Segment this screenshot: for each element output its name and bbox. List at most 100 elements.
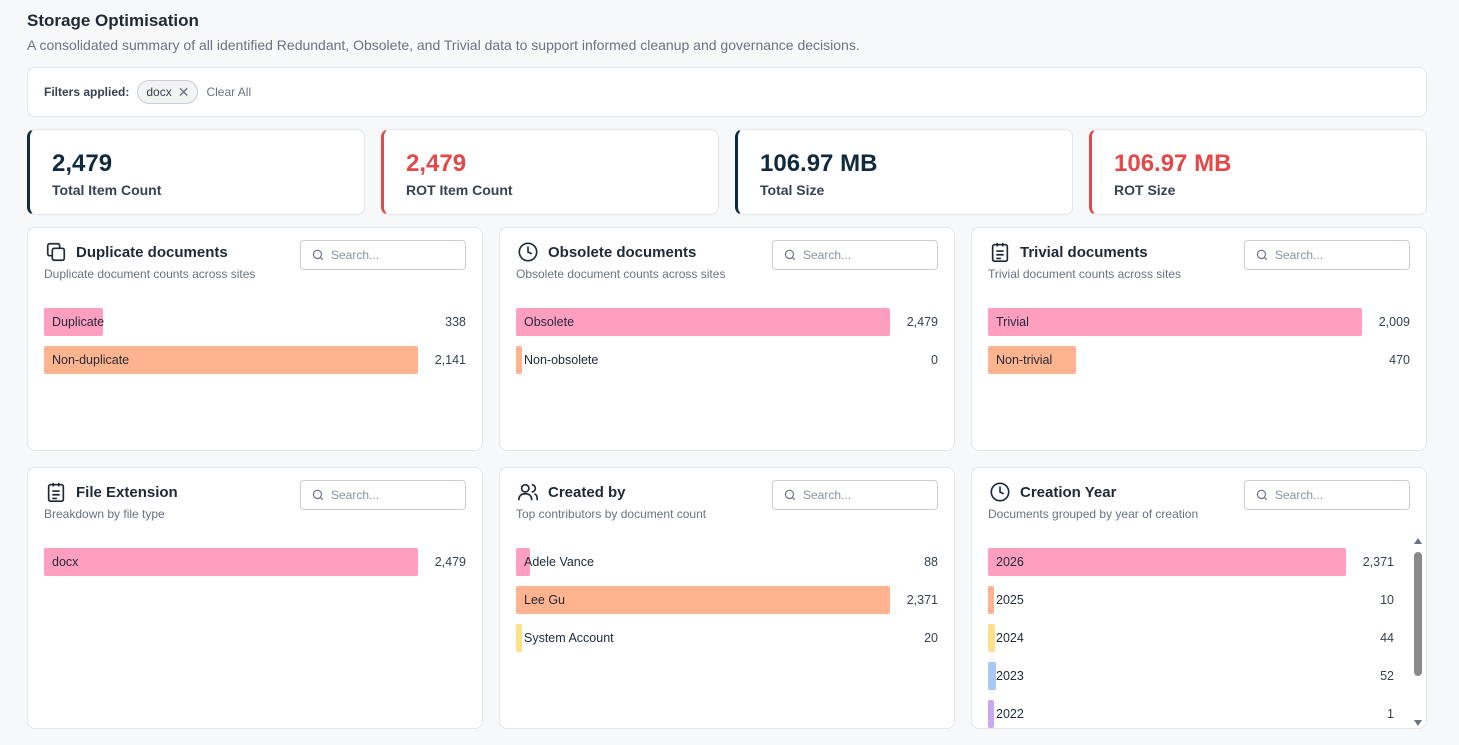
scroll-up-icon[interactable]: [1414, 538, 1422, 544]
filter-chip-docx[interactable]: docx ✕: [137, 80, 199, 104]
bar-count: 44: [1380, 631, 1394, 645]
search-input[interactable]: [803, 488, 923, 502]
search-field[interactable]: [772, 480, 938, 510]
bar-fill: [988, 662, 996, 690]
bar-row[interactable]: Duplicate 338: [44, 308, 466, 336]
kpi-rot-size: 106.97 MB ROT Size: [1089, 129, 1427, 215]
bar-list: 2026 2,371 2025 10 2024 44 2023 52 2022 1: [988, 548, 1394, 728]
kpi-value: 106.97 MB: [760, 150, 878, 177]
bar-row[interactable]: Obsolete 2,479: [516, 308, 938, 336]
bar-count: 2,009: [1378, 315, 1410, 329]
bar-row[interactable]: 2026 2,371: [988, 548, 1394, 576]
kpi-label: Total Item Count: [52, 182, 162, 198]
bar-count: 2,371: [906, 593, 938, 607]
kpi-total-item-count: 2,479 Total Item Count: [27, 129, 365, 215]
bar-count: 470: [1389, 353, 1410, 367]
bar-label: Obsolete: [524, 315, 575, 329]
bar-row[interactable]: 2022 1: [988, 700, 1394, 728]
bar-count: 2,479: [434, 555, 466, 569]
search-icon: [784, 489, 796, 501]
copy-icon: [44, 240, 68, 264]
kpi-value: 2,479: [406, 150, 467, 177]
bar-fill: [44, 548, 418, 576]
page-subtitle: A consolidated summary of all identified…: [27, 37, 860, 53]
search-input[interactable]: [331, 488, 451, 502]
filter-chip-label: docx: [146, 85, 172, 99]
scrollbar-thumb[interactable]: [1414, 552, 1422, 676]
kpi-label: ROT Item Count: [406, 182, 513, 198]
bar-label: Duplicate: [52, 315, 105, 329]
bar-count: 1: [1387, 707, 1394, 721]
card-creation-year: Creation Year Documents grouped by year …: [971, 467, 1427, 729]
card-created-by: Created by Top contributors by document …: [499, 467, 955, 729]
bar-row[interactable]: Trivial 2,009: [988, 308, 1410, 336]
bar-count: 2,479: [906, 315, 938, 329]
bar-fill: [44, 308, 104, 336]
search-input[interactable]: [331, 248, 451, 262]
bar-list: Trivial 2,009 Non-trivial 470: [988, 308, 1410, 384]
bar-count: 88: [924, 555, 938, 569]
close-icon[interactable]: ✕: [177, 84, 190, 100]
bar-row[interactable]: docx 2,479: [44, 548, 466, 576]
card-duplicate-documents: Duplicate documents Duplicate document c…: [27, 227, 483, 451]
search-input[interactable]: [1275, 488, 1395, 502]
bar-label: Non-duplicate: [52, 353, 130, 367]
search-field[interactable]: [1244, 240, 1410, 270]
bar-label: 2024: [996, 631, 1024, 645]
bar-row[interactable]: Non-trivial 470: [988, 346, 1410, 374]
bar-label: 2022: [996, 707, 1024, 721]
kpi-label: ROT Size: [1114, 182, 1176, 198]
kpi-label: Total Size: [760, 182, 825, 198]
bar-row[interactable]: Adele Vance 88: [516, 548, 938, 576]
bar-row[interactable]: Lee Gu 2,371: [516, 586, 938, 614]
filters-bar: Filters applied: docx ✕ Clear All: [27, 67, 1427, 117]
bar-fill: [44, 346, 418, 374]
scroll-down-icon[interactable]: [1414, 720, 1422, 726]
kpi-total-size: 106.97 MB Total Size: [735, 129, 1073, 215]
kpi-value: 106.97 MB: [1114, 150, 1232, 177]
bar-fill: [988, 624, 995, 652]
bar-row[interactable]: 2024 44: [988, 624, 1394, 652]
bar-label: Non-obsolete: [524, 353, 599, 367]
bar-fill: [988, 586, 994, 614]
bar-count: 2,371: [1362, 555, 1394, 569]
search-field[interactable]: [300, 240, 466, 270]
kpi-value: 2,479: [52, 150, 113, 177]
search-field[interactable]: [300, 480, 466, 510]
card-title: Trivial documents: [1020, 243, 1148, 261]
search-field[interactable]: [772, 240, 938, 270]
bar-fill: [516, 586, 890, 614]
card-title: Created by: [548, 483, 626, 501]
card-subtitle: Duplicate document counts across sites: [44, 267, 256, 281]
users-icon: [516, 480, 540, 504]
bar-row[interactable]: Non-duplicate 2,141: [44, 346, 466, 374]
card-title: File Extension: [76, 483, 178, 501]
scrollbar[interactable]: [1412, 538, 1424, 726]
bar-label: Lee Gu: [524, 593, 566, 607]
search-icon: [312, 249, 324, 261]
bar-fill: [988, 308, 1362, 336]
clock-icon: [516, 240, 540, 264]
bar-row[interactable]: 2025 10: [988, 586, 1394, 614]
bar-list: Duplicate 338 Non-duplicate 2,141: [44, 308, 466, 384]
search-input[interactable]: [1275, 248, 1395, 262]
bar-fill: [516, 624, 522, 652]
search-input[interactable]: [803, 248, 923, 262]
bar-row[interactable]: 2023 52: [988, 662, 1394, 690]
bar-count: 2,141: [434, 353, 466, 367]
bar-fill: [988, 548, 1346, 576]
bar-label: 2023: [996, 669, 1024, 683]
bar-label: Adele Vance: [524, 555, 594, 569]
bar-label: Non-trivial: [996, 353, 1053, 367]
clear-all-button[interactable]: Clear All: [206, 85, 252, 99]
card-file-extension: File Extension Breakdown by file type do…: [27, 467, 483, 729]
bar-row[interactable]: Non-obsolete 0: [516, 346, 938, 374]
bar-row[interactable]: System Account 20: [516, 624, 938, 652]
search-icon: [312, 489, 324, 501]
search-field[interactable]: [1244, 480, 1410, 510]
bar-list: Adele Vance 88 Lee Gu 2,371 System Account 20: [516, 548, 938, 662]
clipboard-icon: [988, 240, 1012, 264]
bar-count: 52: [1380, 669, 1394, 683]
card-subtitle: Trivial document counts across sites: [988, 267, 1181, 281]
bar-fill: [516, 346, 522, 374]
